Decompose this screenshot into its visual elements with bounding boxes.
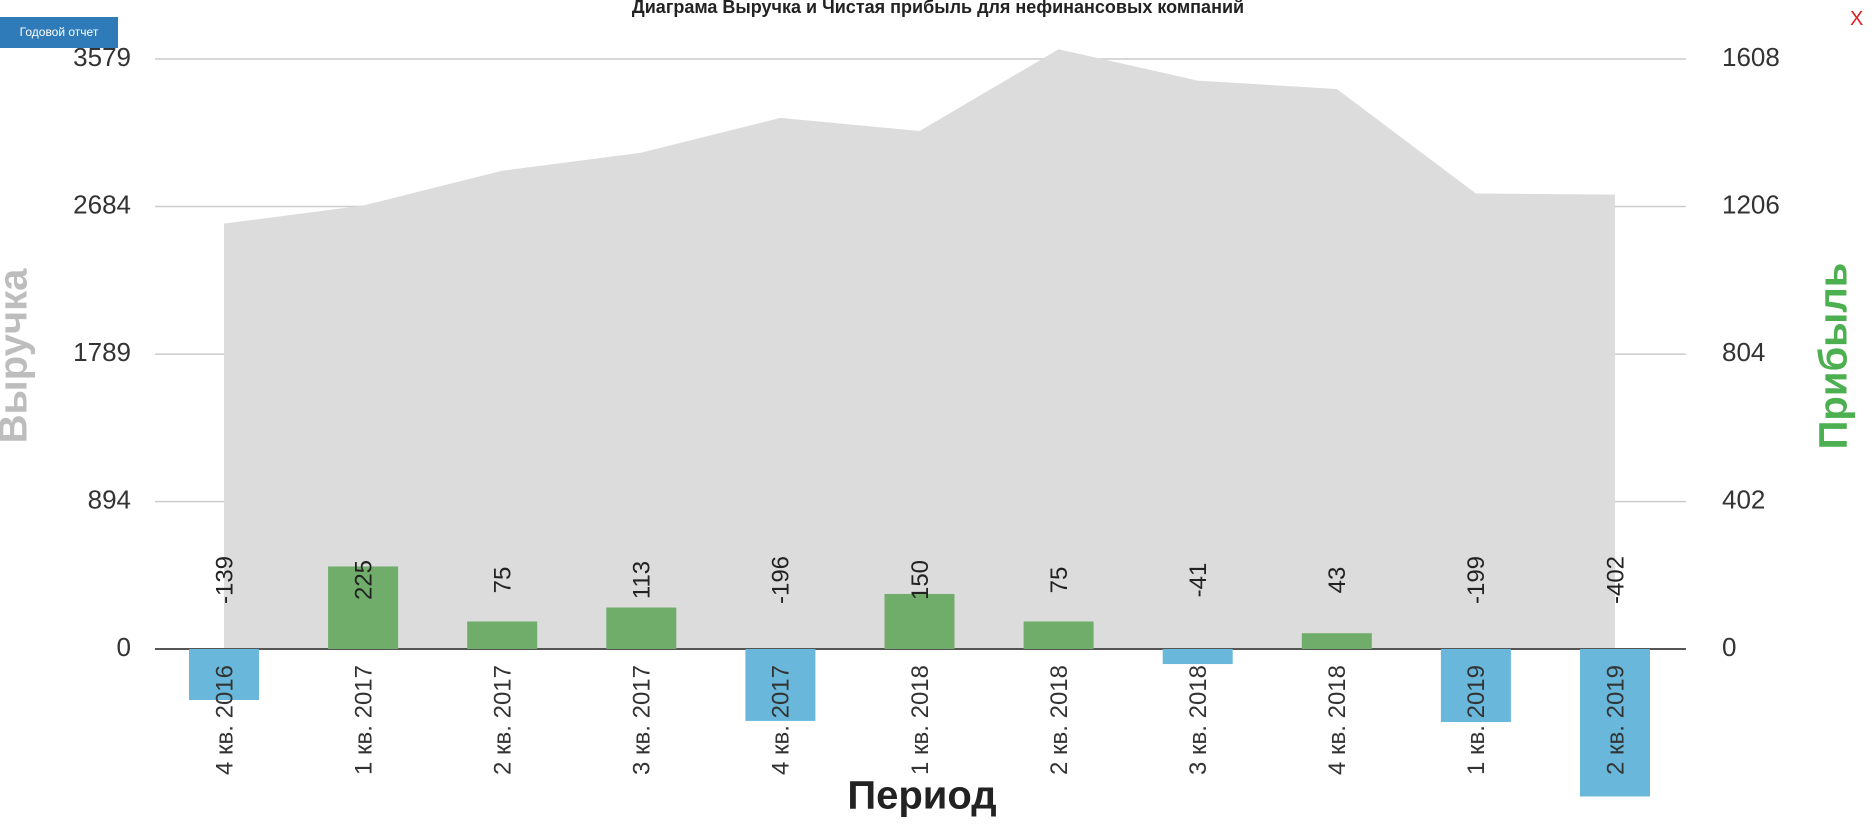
value-label: -196 xyxy=(768,556,795,604)
x-tick-label: 1 кв. 2018 xyxy=(907,665,934,775)
value-label: -41 xyxy=(1185,563,1212,598)
close-button[interactable]: X xyxy=(1850,8,1864,30)
profit-bar xyxy=(606,607,677,649)
value-label: 75 xyxy=(490,567,517,594)
value-label: 43 xyxy=(1324,567,1351,594)
profit-bar xyxy=(189,649,259,701)
y2-tick-label: 1206 xyxy=(1722,189,1780,219)
y-tick-label: 1789 xyxy=(73,337,131,367)
x-tick-label: 3 кв. 2018 xyxy=(1185,665,1212,775)
x-tick-label: 4 кв. 2017 xyxy=(768,665,795,775)
x-tick-label: 2 кв. 2019 xyxy=(1602,665,1629,775)
x-axis-title: Период xyxy=(847,774,996,818)
value-label: 225 xyxy=(350,560,377,600)
x-tick-label: 2 кв. 2018 xyxy=(1046,665,1073,775)
x-tick-label: 3 кв. 2017 xyxy=(629,665,656,775)
value-label: -402 xyxy=(1602,556,1629,604)
profit-bar xyxy=(745,649,816,721)
y-tick-label: 0 xyxy=(117,632,131,662)
profit-bar xyxy=(884,593,955,649)
y2-tick-label: 1608 xyxy=(1722,42,1780,72)
profit-bar xyxy=(1301,633,1372,649)
profit-bar xyxy=(1023,621,1094,649)
y-tick-label: 894 xyxy=(88,484,131,514)
profit-bar xyxy=(328,566,399,649)
profit-bar xyxy=(1440,649,1511,723)
value-label: -139 xyxy=(211,556,238,604)
y2-tick-label: 402 xyxy=(1722,484,1765,514)
x-tick-label: 1 кв. 2017 xyxy=(350,665,377,775)
value-label: 113 xyxy=(629,561,656,599)
y2-tick-label: 0 xyxy=(1722,632,1736,662)
x-tick-label: 2 кв. 2017 xyxy=(490,665,517,775)
value-label: 75 xyxy=(1046,567,1073,594)
revenue-area xyxy=(224,49,1615,650)
x-tick-label: 4 кв. 2016 xyxy=(211,665,238,775)
profit-bar xyxy=(467,621,538,649)
chart-title: Диаграма Выручка и Чистая прибыль для не… xyxy=(632,0,1244,17)
y-axis-title: Выручка xyxy=(0,268,36,443)
y2-tick-label: 804 xyxy=(1722,337,1765,367)
x-tick-label: 4 кв. 2018 xyxy=(1324,665,1351,775)
value-label: 150 xyxy=(907,560,934,600)
annual-report-button[interactable]: Годовой отчет xyxy=(0,17,118,48)
y-tick-label: 2684 xyxy=(73,189,131,219)
y2-axis-title: Прибыль xyxy=(1812,263,1856,450)
x-tick-label: 1 кв. 2019 xyxy=(1463,665,1490,775)
value-label: -199 xyxy=(1463,556,1490,604)
profit-bar xyxy=(1580,649,1650,797)
profit-bar xyxy=(1162,649,1233,665)
